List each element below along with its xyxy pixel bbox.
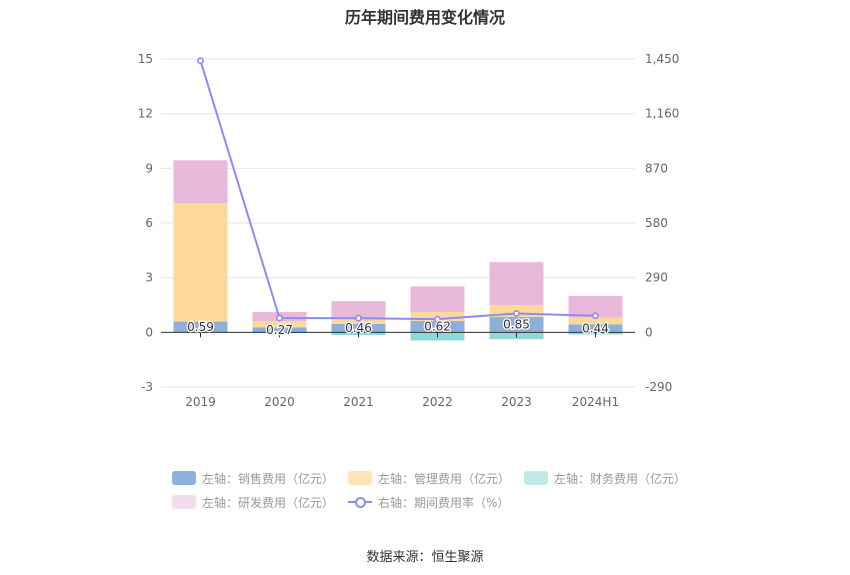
bar-data-label: 0.44 <box>582 321 609 335</box>
left-axis-tick-label: 9 <box>145 161 153 175</box>
bar-data-label: 0.59 <box>187 320 214 334</box>
left-axis-tick-label: 15 <box>138 52 153 66</box>
right-axis-tick-label: 0 <box>645 325 653 339</box>
axes: -3 -290 0 0 3 290 6 580 9 870 12 1,160 15 1,450 2019 20… <box>138 52 680 409</box>
legend-label: 左轴：销售费用（亿元） <box>202 471 335 486</box>
right-axis-tick-label: -290 <box>645 380 672 394</box>
bar-segment <box>331 301 386 319</box>
legend-swatch <box>348 471 373 485</box>
grid-lines <box>161 58 635 388</box>
bar-segment <box>489 262 544 305</box>
legend-label: 左轴：管理费用（亿元） <box>378 471 511 486</box>
legend-label: 右轴：期间费用率（%） <box>378 495 510 510</box>
bar-data-label: 0.85 <box>503 318 530 332</box>
chart-title: 历年期间费用变化情况 <box>344 8 505 27</box>
source-note: 数据来源：恒生聚源 <box>366 550 484 565</box>
right-axis-tick-label: 1,160 <box>645 107 679 121</box>
bar-segment <box>410 286 465 312</box>
bar-segment <box>568 295 623 318</box>
legend-item[interactable]: 左轴：销售费用（亿元） <box>172 470 334 486</box>
legend-line-marker <box>348 495 373 509</box>
bar-data-label: 0.46 <box>345 321 372 335</box>
legend-item[interactable]: 左轴：管理费用（亿元） <box>348 470 510 486</box>
rate-line-point <box>434 315 441 323</box>
legend-swatch <box>524 471 549 485</box>
left-axis-tick-label: 6 <box>145 216 153 230</box>
rate-line-point <box>592 312 599 320</box>
legend-label: 左轴：研发费用（亿元） <box>202 495 335 510</box>
rate-line-point <box>276 314 283 322</box>
bar-segment <box>252 321 307 328</box>
bars <box>173 160 623 341</box>
bar-data-label: 0.27 <box>266 323 293 337</box>
right-axis-tick-label: 580 <box>645 216 668 230</box>
x-axis-tick-label: 2021 <box>343 395 374 409</box>
data-labels: 0.59 0.27 0.46 0.62 0.85 0.44 <box>186 316 610 338</box>
x-axis-tick-label: 2024H1 <box>572 395 619 409</box>
bar-segment <box>568 317 623 325</box>
right-axis-tick-label: 870 <box>645 161 668 175</box>
left-axis-tick-label: 3 <box>145 271 153 285</box>
rate-line <box>197 57 599 323</box>
bar-segment <box>173 203 228 322</box>
bar-segment <box>489 316 544 333</box>
legend-item[interactable]: 左轴：研发费用（亿元） <box>172 494 334 510</box>
x-axis-tick-label: 2020 <box>264 395 295 409</box>
rate-line-point <box>197 57 204 65</box>
left-axis-tick-label: 12 <box>138 107 153 121</box>
rate-line-point <box>513 310 520 317</box>
right-axis-tick-label: 290 <box>645 271 668 285</box>
legend-swatch <box>172 495 196 509</box>
x-axis-tick-label: 2023 <box>501 395 532 409</box>
rate-line-point <box>355 314 362 322</box>
x-axis-tick-label: 2022 <box>422 395 453 409</box>
bar-segment <box>568 324 623 333</box>
left-axis-tick-label: 0 <box>145 325 153 339</box>
bar-segment <box>173 321 228 333</box>
bar-segment <box>410 321 465 333</box>
bar-segment <box>331 323 386 333</box>
legend-label: 左轴：财务费用（亿元） <box>554 471 687 486</box>
legend-item[interactable]: 右轴：期间费用率（%） <box>348 494 509 510</box>
x-axis-tick-label: 2019 <box>185 395 216 409</box>
left-axis-tick-label: -3 <box>141 380 153 394</box>
rate-line-path <box>199 60 596 321</box>
legend-item[interactable]: 左轴：财务费用（亿元） <box>524 470 686 486</box>
bar-data-label: 0.62 <box>424 320 451 334</box>
bar-segment <box>173 160 228 204</box>
right-axis-tick-label: 1,450 <box>645 52 679 66</box>
legend-swatch <box>172 471 196 485</box>
bar-segment <box>252 327 307 333</box>
legend: 左轴：销售费用（亿元） 左轴：管理费用（亿元） 左轴：财务费用（亿元） 左轴：研发费用… <box>172 470 732 518</box>
